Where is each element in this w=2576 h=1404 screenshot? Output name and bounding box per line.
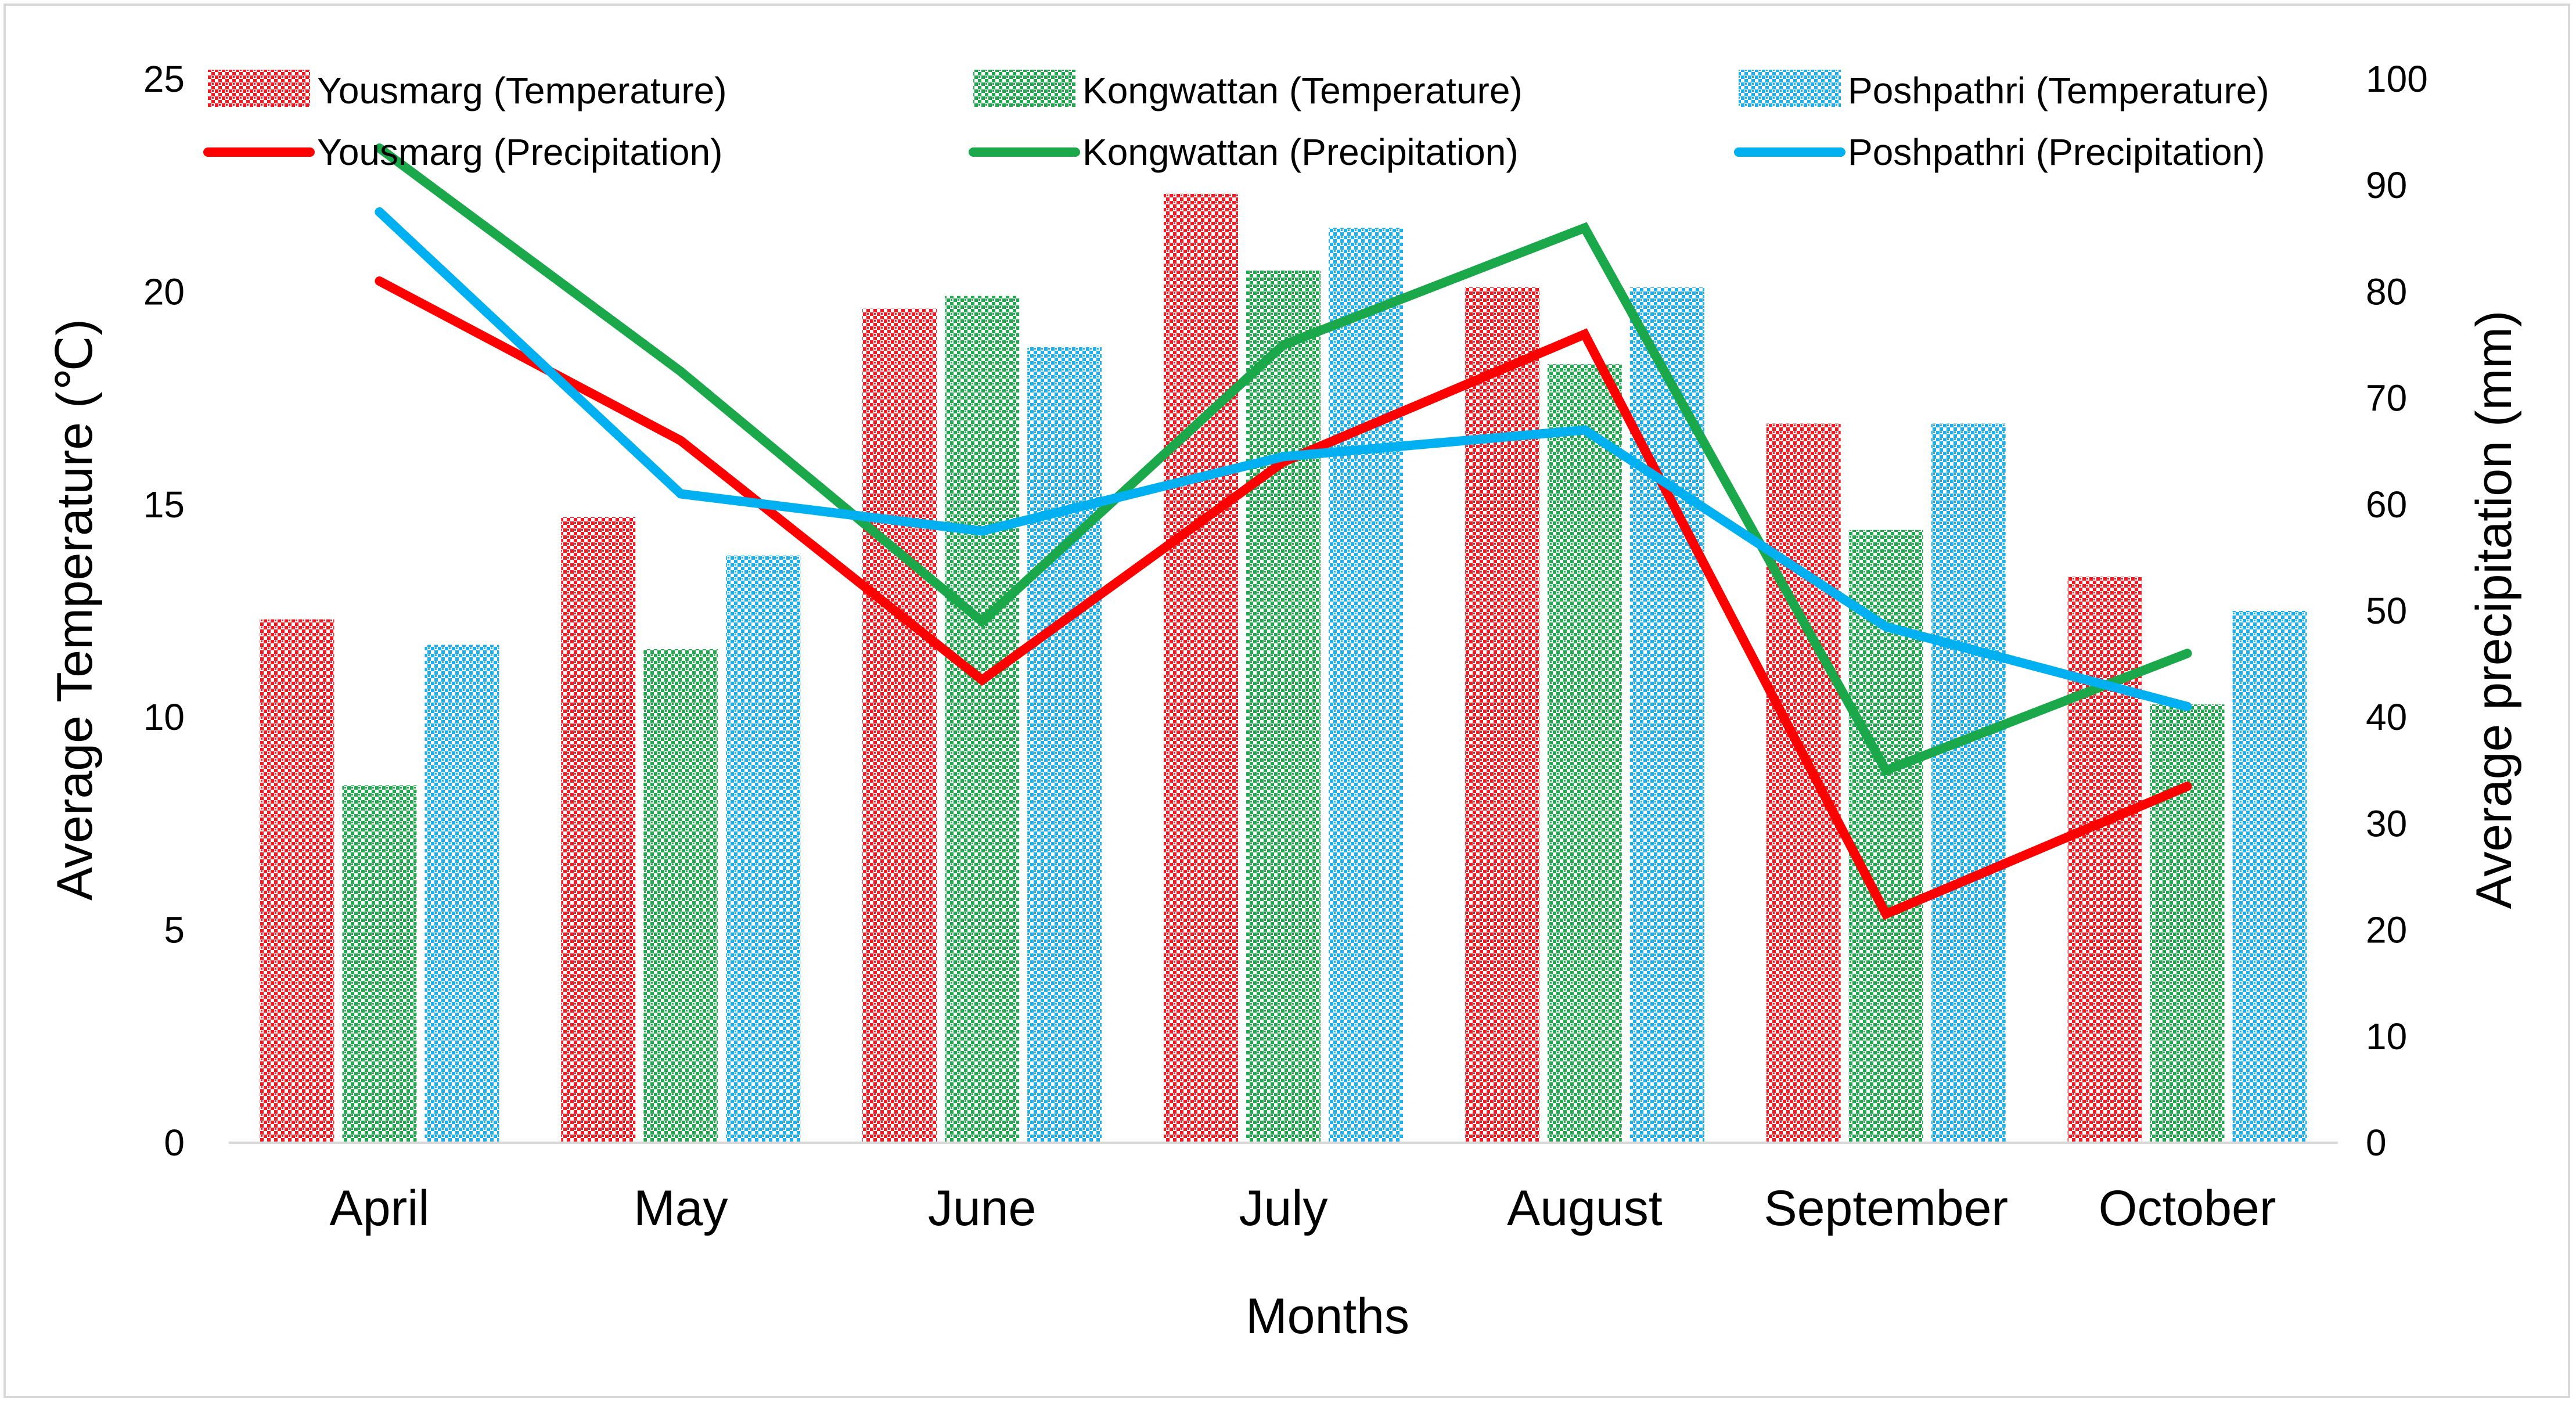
x-tick-april: April bbox=[329, 1180, 429, 1236]
legend-label: Yousmarg (Temperature) bbox=[317, 70, 727, 111]
y-left-tick-5: 5 bbox=[164, 909, 185, 951]
legend-label: Poshpathri (Temperature) bbox=[1848, 70, 2269, 111]
bar-yousmarg-temperature-may bbox=[561, 517, 636, 1143]
legend-swatch bbox=[973, 70, 1075, 107]
bar-yousmarg-temperature-october bbox=[2067, 577, 2142, 1143]
x-axis-title: Months bbox=[1246, 1288, 1409, 1344]
legend-item-yousmarg-temperature: Yousmarg (Temperature) bbox=[208, 70, 727, 111]
y-right-tick-70: 70 bbox=[2366, 377, 2407, 419]
bar-yousmarg-temperature-july bbox=[1164, 193, 1238, 1143]
chart-frame: 0 5 10 15 20 25 0 10 20 30 40 50 60 70 80 90 100 April M… bbox=[3, 3, 2570, 1398]
line-poshpathri-precipitation bbox=[375, 207, 2192, 711]
legend-item-poshpathri-precipitation: Poshpathri (Precipitation) bbox=[1734, 131, 2265, 173]
bar-poshpathri-temperature-may bbox=[726, 555, 801, 1143]
bar-poshpathri-temperature-september bbox=[1931, 423, 2006, 1143]
y-left-tick-15: 15 bbox=[143, 484, 185, 525]
x-tick-september: September bbox=[1764, 1180, 2008, 1236]
bar-yousmarg-temperature-june bbox=[862, 308, 937, 1143]
legend-label: Yousmarg (Precipitation) bbox=[317, 131, 722, 173]
bar-kongwattan-temperature-april bbox=[342, 785, 417, 1143]
bar-poshpathri-temperature-june bbox=[1027, 347, 1102, 1143]
y-right-tick-0: 0 bbox=[2366, 1122, 2387, 1164]
legend-swatch bbox=[208, 70, 310, 107]
legend-label: Kongwattan (Precipitation) bbox=[1082, 131, 1519, 173]
line-yousmarg-precipitation bbox=[375, 276, 2192, 920]
y-axis-left-title: Average Temperature (℃) bbox=[47, 319, 103, 901]
legend-swatch bbox=[1739, 70, 1841, 107]
y-right-tick-90: 90 bbox=[2366, 164, 2407, 206]
y-left-tick-25: 25 bbox=[143, 58, 185, 100]
x-tick-july: July bbox=[1239, 1180, 1328, 1236]
legend-item-yousmarg-precipitation: Yousmarg (Precipitation) bbox=[203, 131, 722, 173]
y-axis-right-title: Average precipitation (mm) bbox=[2466, 311, 2522, 909]
y-right-tick-10: 10 bbox=[2366, 1016, 2407, 1057]
y-right-tick-20: 20 bbox=[2366, 909, 2407, 951]
bar-poshpathri-temperature-april bbox=[424, 645, 499, 1143]
legend-item-kongwattan-precipitation: Kongwattan (Precipitation) bbox=[969, 131, 1519, 173]
y-right-tick-40: 40 bbox=[2366, 696, 2407, 738]
y-right-tick-50: 50 bbox=[2366, 590, 2407, 632]
y-right-tick-100: 100 bbox=[2366, 58, 2428, 100]
y-left-tick-20: 20 bbox=[143, 271, 185, 312]
legend-label: Poshpathri (Precipitation) bbox=[1848, 131, 2265, 173]
legend-label: Kongwattan (Temperature) bbox=[1082, 70, 1523, 111]
bar-kongwattan-temperature-october bbox=[2150, 704, 2225, 1143]
legend-item-kongwattan-temperature: Kongwattan (Temperature) bbox=[973, 70, 1523, 111]
bar-kongwattan-temperature-july bbox=[1246, 270, 1321, 1143]
chart: 0 5 10 15 20 25 0 10 20 30 40 50 60 70 80 90 100 April M… bbox=[47, 58, 2522, 1344]
bar-poshpathri-temperature-july bbox=[1329, 228, 1403, 1143]
x-tick-october: October bbox=[2099, 1180, 2276, 1236]
x-tick-august: August bbox=[1507, 1180, 1663, 1236]
line-kongwattan-precipitation bbox=[375, 143, 2192, 776]
x-tick-may: May bbox=[634, 1180, 728, 1236]
bar-poshpathri-temperature-october bbox=[2232, 611, 2307, 1143]
bar-kongwattan-temperature-may bbox=[643, 649, 718, 1143]
y-left-tick-0: 0 bbox=[164, 1122, 185, 1164]
bar-kongwattan-temperature-june bbox=[945, 296, 1020, 1143]
bar-yousmarg-temperature-april bbox=[260, 619, 334, 1143]
y-left-tick-10: 10 bbox=[143, 696, 185, 738]
x-tick-june: June bbox=[928, 1180, 1037, 1236]
y-right-tick-80: 80 bbox=[2366, 271, 2407, 312]
bar-yousmarg-temperature-august bbox=[1465, 287, 1539, 1143]
bar-yousmarg-temperature-september bbox=[1766, 423, 1841, 1143]
y-right-tick-30: 30 bbox=[2366, 802, 2407, 844]
y-right-tick-60: 60 bbox=[2366, 484, 2407, 525]
bar-kongwattan-temperature-august bbox=[1547, 363, 1622, 1143]
legend-item-poshpathri-temperature: Poshpathri (Temperature) bbox=[1739, 70, 2269, 111]
